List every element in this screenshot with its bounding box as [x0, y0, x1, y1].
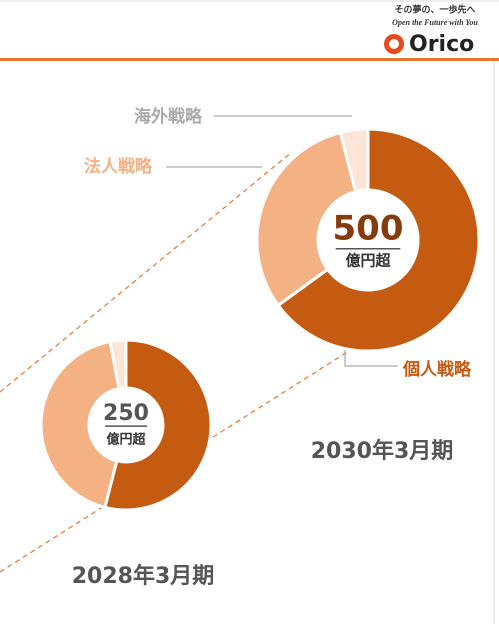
center-value: 250	[103, 401, 149, 426]
brand: Orico	[409, 32, 474, 57]
chart-title: 2030年3月期	[311, 438, 454, 464]
center-label: 億円超	[106, 432, 146, 448]
logo-mark-inner	[389, 39, 399, 49]
segment-label: 個人戦略	[402, 359, 472, 380]
segment-label: 法人戦略	[84, 156, 153, 177]
donut-segment	[338, 127, 370, 194]
tagline-en: Open the Future with You	[392, 18, 478, 27]
tagline: その夢の、一歩先へ	[394, 4, 475, 16]
center-value: 500	[333, 209, 404, 249]
donut-segment	[108, 338, 128, 391]
donut-segment	[276, 127, 481, 353]
donut-segment	[255, 130, 358, 308]
chart-title: 2028年3月期	[72, 563, 215, 589]
header-rule	[0, 58, 499, 61]
center-label: 億円超	[345, 252, 391, 270]
donut-segment	[103, 338, 213, 512]
donut-segment	[39, 339, 121, 510]
segment-label: 海外戦略	[134, 106, 203, 127]
